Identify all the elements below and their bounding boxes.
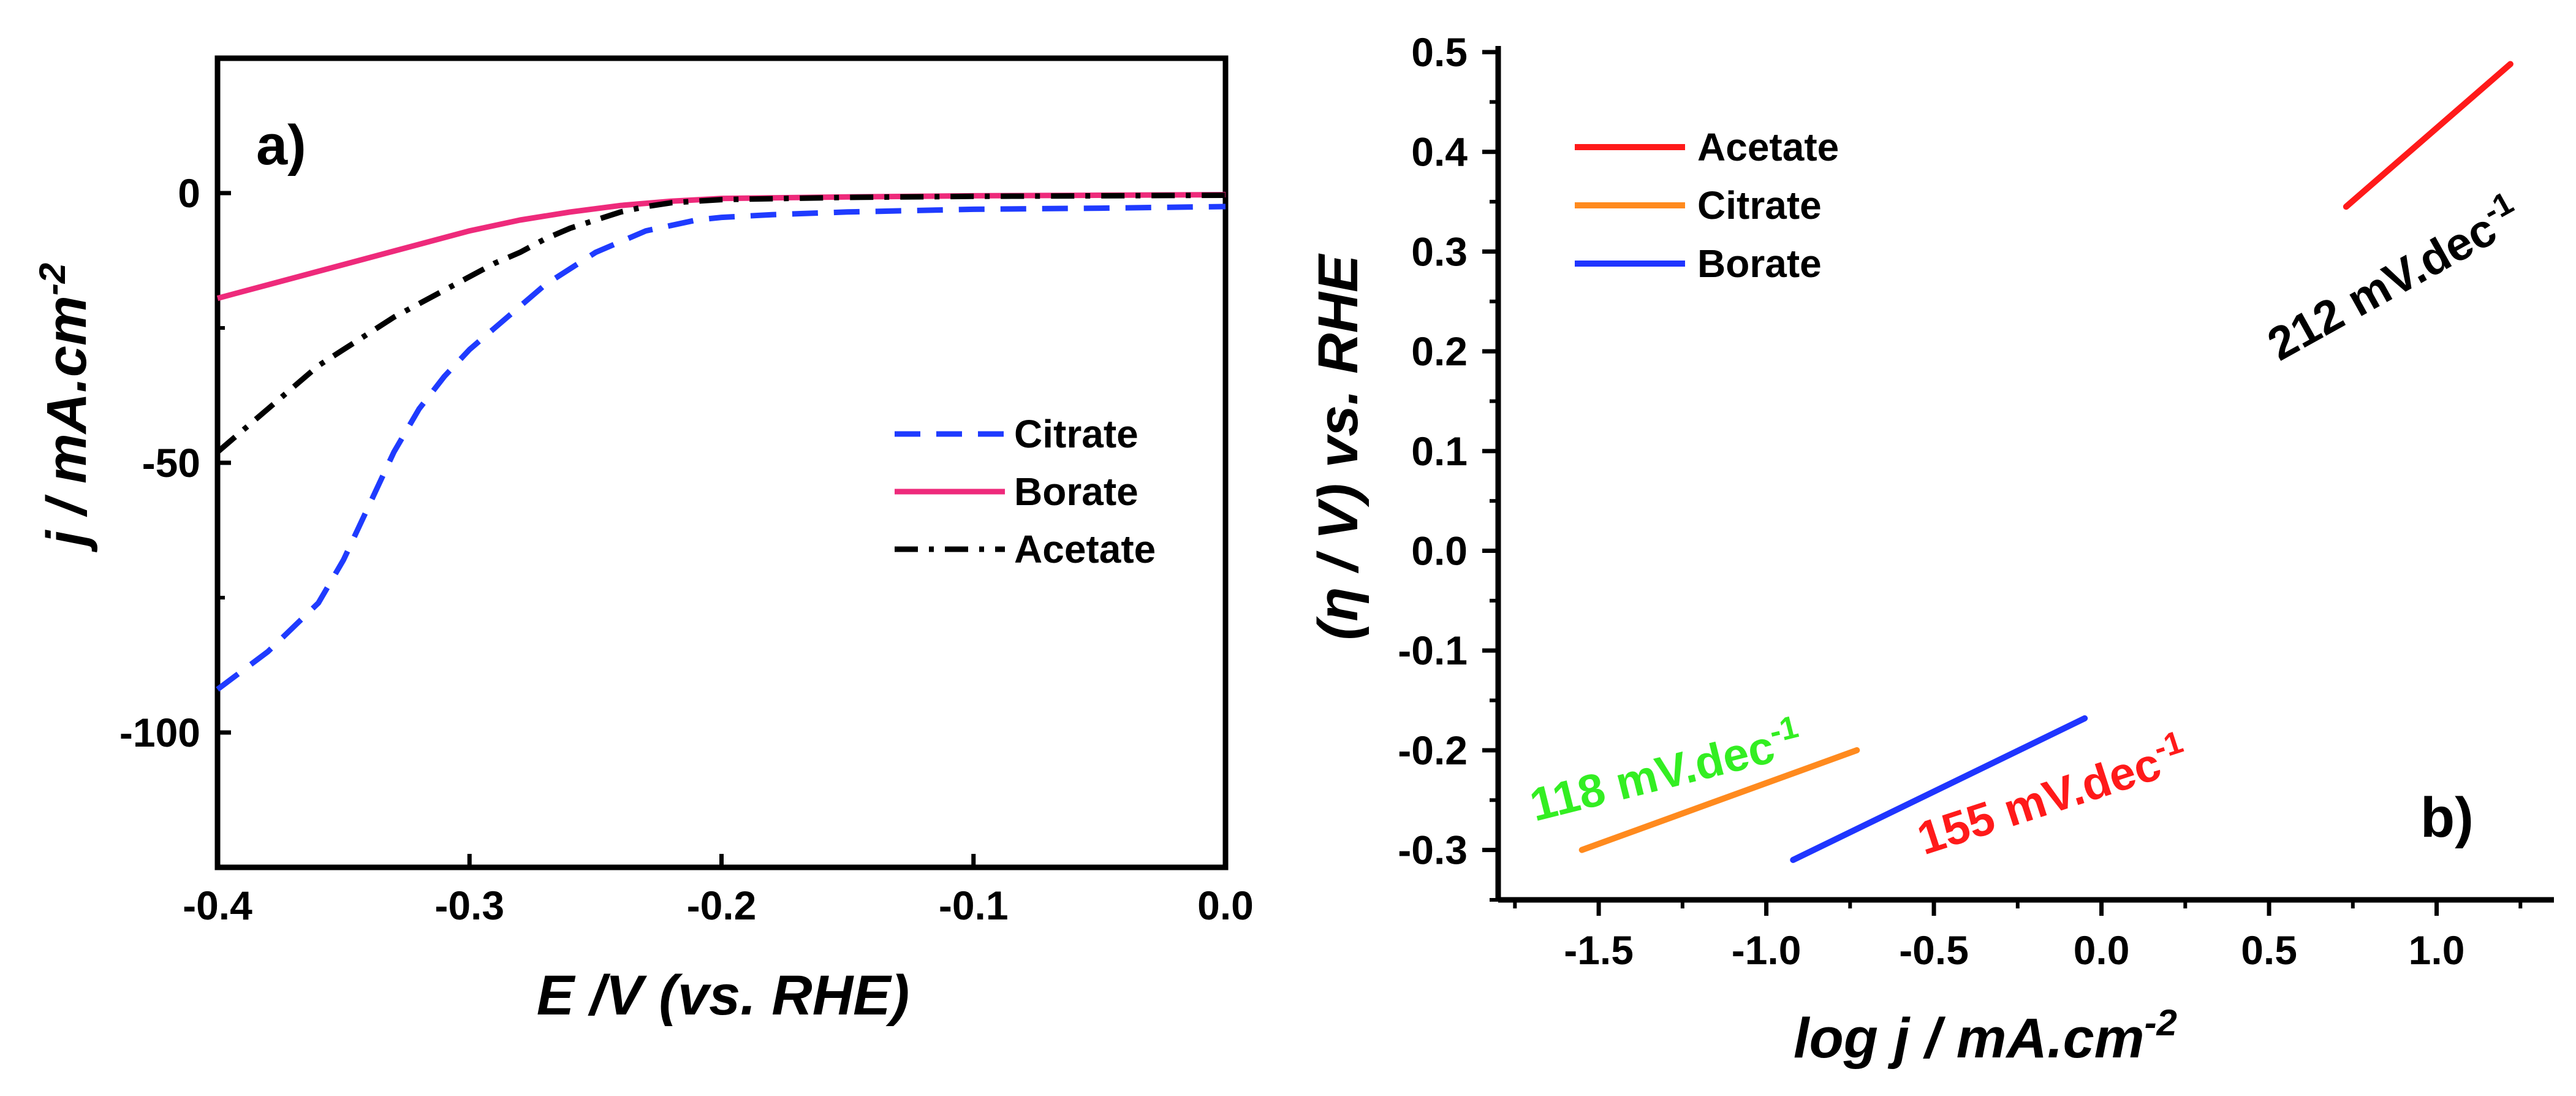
slope-annotation-acetate: 212 mV.dec-1 — [2257, 185, 2529, 371]
panel-b: -1.5 -1.0 -0.5 0.0 0.5 1.00.50.40.30.20.10.0-… — [1307, 29, 2554, 1070]
panel-a-x-tick-label: -0.3 — [434, 883, 504, 928]
panel-a-y-axis-title: j / mA.cm-2 — [32, 263, 98, 552]
panel-b-series — [1578, 61, 2513, 863]
panel-b-legend: Acetate Citrate Borate — [1575, 125, 1839, 286]
legend-label-citrate: Citrate — [1014, 412, 1138, 456]
panel-b-y-tick-label: -0.3 — [1398, 828, 1468, 873]
panel-a-label: a) — [256, 114, 306, 177]
panel-a: -0.4 -0.3 -0.2 -0.1 0.0 0 -50 -100 a) Citrate B… — [32, 55, 1254, 1027]
panel-b-x-tick-label: -1.0 — [1732, 927, 1801, 973]
panel-a-y-axis-title-main: j / mA.cm — [36, 295, 98, 552]
slope-annotation-citrate: 118 mV.dec-1 — [1524, 709, 1807, 832]
panel-b-x-tick-label: 0.5 — [2241, 927, 2297, 973]
panel-b-y-axis-title: (η / V) vs. RHE — [1307, 253, 1369, 640]
panel-a-series — [216, 192, 1226, 692]
panel-b-ticks: -1.5 -1.0 -0.5 0.0 0.5 1.0 0.5 0.4 0.3 0.2 0.1 0.0 -… — [1398, 29, 2523, 973]
panel-a-legend: Citrate Borate Acetate — [895, 412, 1156, 571]
panel-b-label: b) — [2420, 786, 2474, 849]
panel-b-y-tick-label: 0.4 — [1411, 129, 1468, 175]
panel-a-x-tick-label: 0.0 — [1197, 883, 1254, 928]
panel-a-plot-frame — [214, 55, 1229, 870]
panel-a-y-tick-label: -50 — [142, 440, 200, 485]
panel-a-y-tick-label: 0 — [178, 170, 200, 216]
slope-annotation-borate-text: 155 mV.dec — [1911, 737, 2167, 865]
series-line-borate — [216, 192, 1226, 301]
series-line-citrate — [216, 204, 1226, 692]
panel-b-y-tick-label: 0.1 — [1411, 428, 1468, 474]
panel-b-y-tick-label: 0.2 — [1411, 329, 1468, 374]
legend-label-borate: Borate — [1014, 470, 1138, 514]
panel-a-ticks: -0.4 -0.3 -0.2 -0.1 0.0 0 -50 -100 — [119, 56, 1254, 928]
panel-b-x-axis-title-main: log j / mA.cm — [1794, 1007, 2145, 1070]
slope-annotation-borate: 155 mV.dec-1 — [1910, 724, 2194, 865]
panel-a-y-axis-title-sup: -2 — [32, 263, 73, 295]
panel-a-x-tick-label: -0.1 — [939, 883, 1009, 928]
slope-annotation-acetate-text: 212 mV.dec — [2259, 203, 2505, 371]
panel-b-y-tick-label: 0.3 — [1411, 229, 1468, 274]
panel-b-y-tick-label: 0.0 — [1411, 528, 1468, 574]
legend-label-borate: Borate — [1697, 242, 1822, 286]
panel-a-x-tick-label: -0.4 — [183, 883, 252, 928]
panel-b-y-tick-label: -0.1 — [1398, 628, 1468, 673]
series-line-acetate — [2343, 61, 2513, 210]
panel-a-x-axis-title: E /V (vs. RHE) — [537, 964, 909, 1027]
legend-label-acetate: Acetate — [1014, 527, 1156, 571]
legend-label-citrate: Citrate — [1697, 183, 1822, 227]
panel-b-y-tick-label: -0.2 — [1398, 728, 1468, 773]
panel-b-y-tick-label: 0.5 — [1411, 29, 1468, 75]
slope-annotation-citrate-text: 118 mV.dec — [1525, 721, 1780, 832]
panel-b-x-axis-title: log j / mA.cm-2 — [1794, 1002, 2177, 1070]
panel-a-y-tick-label: -100 — [119, 710, 200, 755]
panel-b-x-axis-title-sup: -2 — [2145, 1002, 2177, 1043]
series-line-borate — [1790, 715, 2088, 863]
panel-b-x-tick-label: -1.5 — [1564, 927, 1634, 973]
series-line-citrate — [1578, 747, 1860, 853]
panel-a-x-tick-label: -0.2 — [687, 883, 757, 928]
panel-b-x-tick-label: -0.5 — [1899, 927, 1969, 973]
panel-b-x-tick-label: 0.0 — [2074, 927, 2130, 973]
legend-label-acetate: Acetate — [1697, 125, 1839, 169]
panel-b-x-tick-label: 1.0 — [2409, 927, 2465, 973]
